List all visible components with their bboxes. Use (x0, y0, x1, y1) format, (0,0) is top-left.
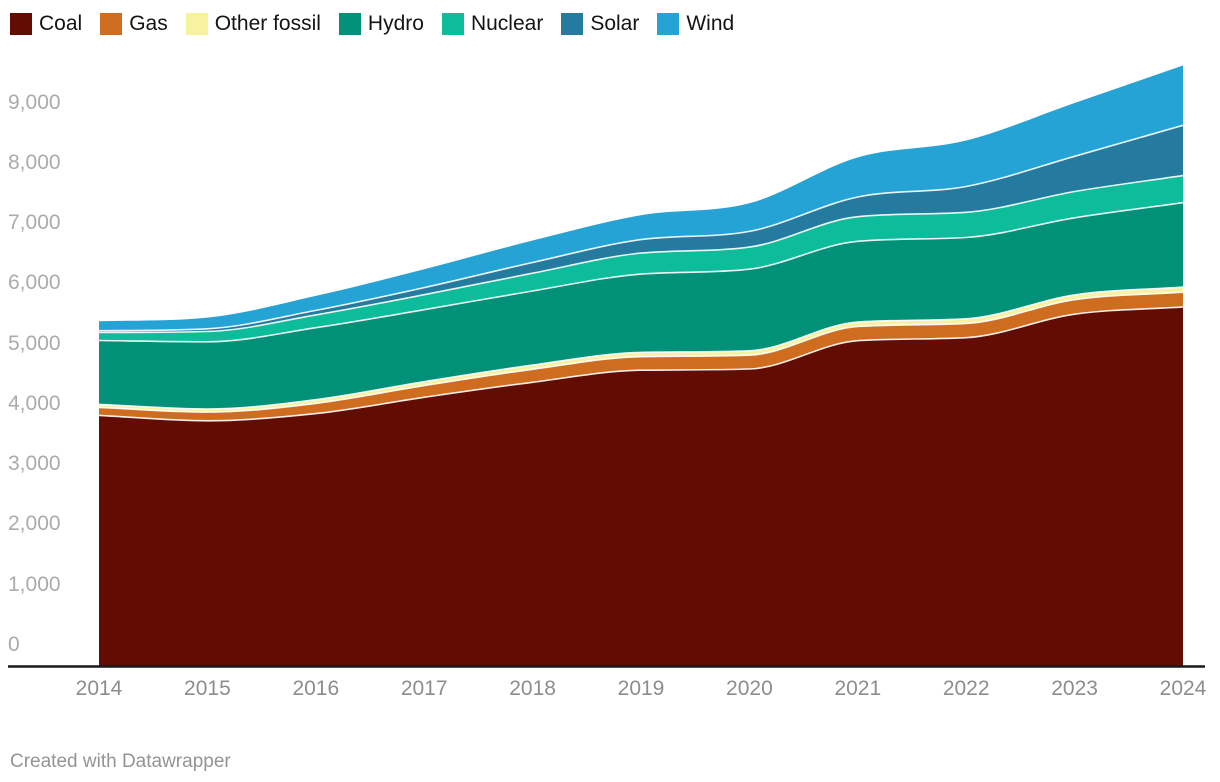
series-boundary-line (98, 286, 1184, 410)
x-axis-label: 2023 (1051, 677, 1098, 700)
y-axis-label: 2,000 (8, 512, 61, 536)
legend-swatch (561, 13, 584, 35)
legend-item-solar: Solar (561, 12, 639, 36)
chart-legend: Coal Gas Other fossil Hydro Nuclear Solar Wind (10, 12, 734, 36)
legend-swatch (338, 13, 361, 35)
legend-label: Gas (129, 12, 168, 35)
y-axis-label: 5,000 (8, 331, 61, 355)
legend-label: Other fossil (214, 12, 321, 35)
area-gas (99, 292, 1183, 421)
y-axis-label: 8,000 (8, 150, 61, 174)
legend-item-nuclear: Nuclear (441, 12, 544, 36)
legend-label: Wind (686, 12, 735, 35)
series-boundary-line (98, 306, 1184, 422)
y-axis-label: 0 (8, 633, 20, 656)
legend-swatch (657, 13, 680, 35)
legend-item-hydro: Hydro (338, 12, 424, 36)
x-axis-label: 2020 (726, 677, 773, 700)
y-axis-label: 4,000 (8, 391, 61, 415)
x-axis-label: 2022 (942, 677, 990, 700)
series-boundary-line (98, 174, 1184, 334)
series-boundary-line (98, 124, 1184, 332)
legend-item-gas: Gas (100, 12, 168, 36)
legend-item-coal: Coal (10, 12, 82, 36)
x-axis-label: 2017 (400, 677, 448, 700)
y-axis-label: 7,000 (8, 211, 61, 235)
legend-label: Coal (39, 12, 83, 35)
x-axis-label: 2018 (509, 677, 556, 700)
area-nuclear (99, 175, 1183, 342)
y-axis-label: 3,000 (8, 452, 61, 476)
legend-item-wind: Wind (657, 12, 734, 36)
legend-swatch (185, 13, 208, 35)
legend-swatch (10, 13, 32, 35)
x-axis-label: 2024 (1159, 677, 1207, 700)
y-axis-label: 1,000 (8, 572, 61, 596)
legend-label: Solar (590, 12, 640, 35)
legend-swatch (441, 13, 464, 35)
area-coal (99, 306, 1183, 666)
y-axis-label: 6,000 (8, 271, 61, 295)
legend-swatch (100, 13, 123, 35)
x-axis-label: 2016 (292, 677, 340, 700)
x-axis-label: 2014 (75, 677, 123, 700)
legend-label: Hydro (367, 12, 424, 35)
area-hydro (99, 202, 1183, 409)
series-boundary-line (98, 291, 1184, 413)
x-axis-label: 2015 (184, 677, 231, 700)
datawrapper-credit: Created with Datawrapper (10, 751, 231, 772)
legend-item-other-fossil: Other fossil (185, 12, 321, 36)
x-axis-label: 2021 (834, 677, 882, 700)
x-axis-label: 2019 (617, 677, 665, 700)
legend-label: Nuclear (470, 12, 544, 35)
y-axis-label: 9,000 (8, 90, 61, 114)
series-boundary-line (98, 201, 1184, 343)
